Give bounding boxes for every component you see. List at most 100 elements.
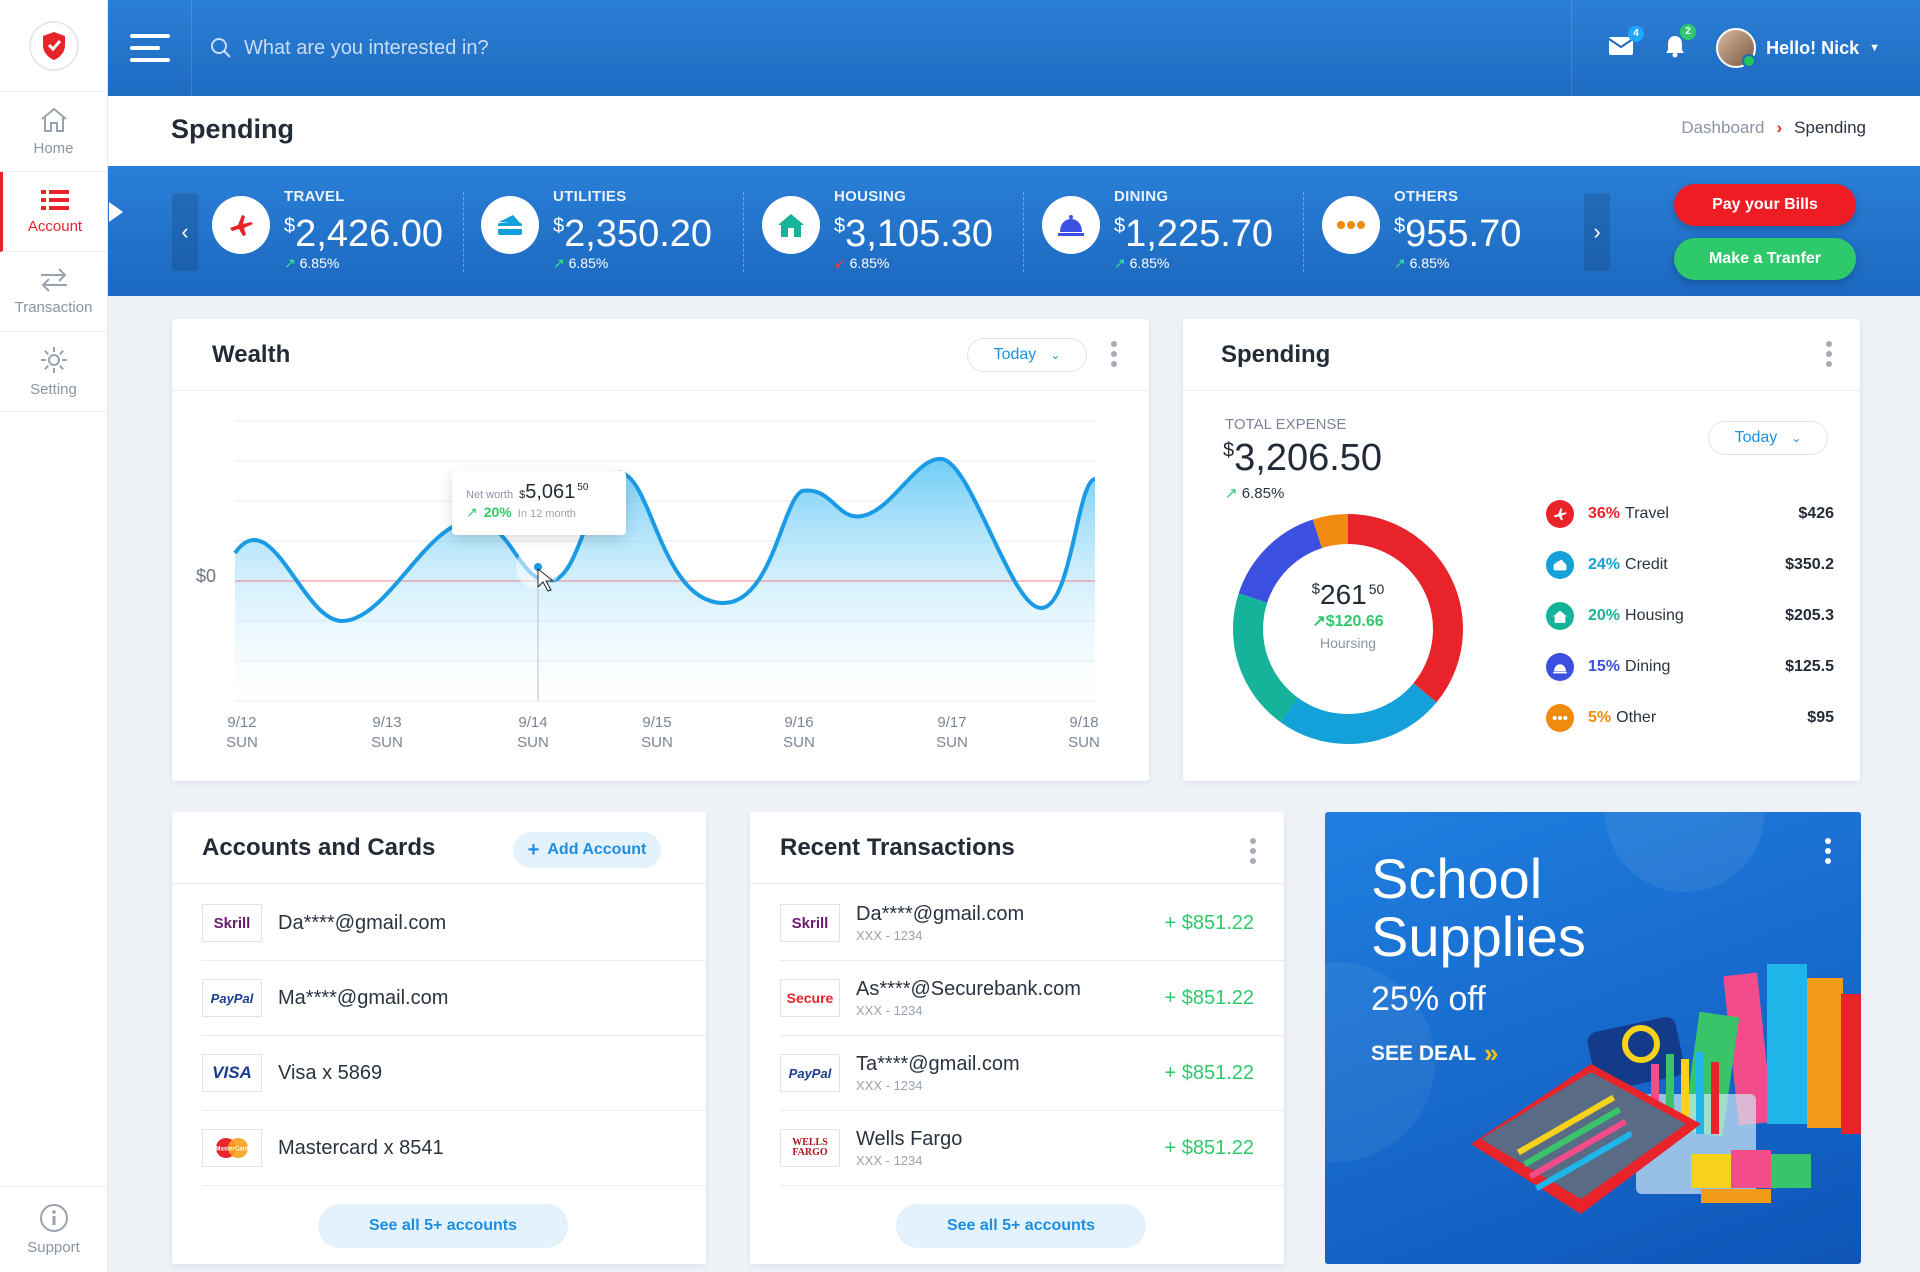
app-logo[interactable] xyxy=(0,0,107,92)
account-row[interactable]: Skrill Da****@gmail.com xyxy=(202,886,706,961)
legend-pct: 24% xyxy=(1588,556,1621,573)
legend-item-credit[interactable]: 24% Credit $350.2 xyxy=(1546,551,1834,579)
promo-discount: 25% off xyxy=(1371,980,1486,1018)
svg-text:MasterCard: MasterCard xyxy=(215,1147,248,1153)
stat-change: 6.85% xyxy=(1129,255,1170,271)
wealth-card-header: Wealth Today ⌄ xyxy=(172,319,1149,391)
house-icon xyxy=(1546,602,1574,630)
mail-icon xyxy=(1608,36,1634,55)
make-transfer-button[interactable]: Make a Tranfer xyxy=(1674,238,1856,280)
legend-item-travel[interactable]: 36% Travel $426 xyxy=(1546,500,1834,528)
breadcrumb-dashboard[interactable]: Dashboard xyxy=(1681,118,1765,137)
legend-item-dining[interactable]: 15% Dining $125.5 xyxy=(1546,653,1834,681)
arrow-up-icon: ↗ xyxy=(466,504,478,520)
sidebar-item-account[interactable]: Account xyxy=(0,172,123,252)
account-row[interactable]: MasterCard Mastercard x 8541 xyxy=(202,1111,706,1186)
stat-currency: $ xyxy=(834,215,846,237)
promo-banner[interactable]: School Supplies 25% off SEE DEAL » xyxy=(1325,812,1861,1264)
stat-dining[interactable]: DINING $1,225.70 ↗ 6.85% xyxy=(1042,188,1273,274)
see-all-transactions-button[interactable]: See all 5+ accounts xyxy=(896,1204,1146,1248)
wealth-period-select[interactable]: Today ⌄ xyxy=(967,338,1087,372)
legend-item-housing[interactable]: 20% Housing $205.3 xyxy=(1546,602,1834,630)
spending-card-header: Spending xyxy=(1183,319,1860,391)
chevron-right-icon: › xyxy=(1776,118,1783,137)
skrill-logo: Skrill xyxy=(202,904,262,942)
stat-label: DINING xyxy=(1114,188,1169,205)
mail-button[interactable]: 4 xyxy=(1608,25,1645,61)
stat-others[interactable]: OTHERS $955.70 ↗ 6.85% xyxy=(1322,188,1521,274)
wealth-area xyxy=(235,458,1095,701)
x-tick: 9/12 SUN xyxy=(226,714,258,751)
menu-toggle-icon[interactable] xyxy=(108,0,192,96)
legend-name: Travel xyxy=(1625,505,1669,522)
hover-point[interactable] xyxy=(534,563,542,571)
pay-bills-button[interactable]: Pay your Bills xyxy=(1674,184,1856,226)
transaction-name: Ta****@gmail.com xyxy=(856,1053,1020,1075)
stat-amount: 955.70 xyxy=(1405,213,1522,255)
stats-prev-button[interactable]: ‹ xyxy=(172,193,198,271)
tooltip-currency: $ xyxy=(519,489,526,501)
total-currency: $ xyxy=(1223,439,1235,462)
stats-next-button[interactable]: › xyxy=(1584,193,1610,271)
notification-button[interactable]: 2 xyxy=(1664,23,1697,63)
stat-change: 6.85% xyxy=(299,255,340,271)
account-name: Ma****@gmail.com xyxy=(278,986,449,1009)
transaction-name: Wells Fargo xyxy=(856,1128,963,1150)
donut-segment-housing[interactable] xyxy=(1233,514,1463,744)
sidebar-item-label: Account xyxy=(27,218,83,235)
legend-pct: 36% xyxy=(1588,505,1621,522)
donut-segment-credit[interactable] xyxy=(1233,514,1463,744)
sidebar-item-label: Home xyxy=(33,140,74,157)
wealth-card: Wealth Today ⌄ $0 Net worth xyxy=(172,319,1149,781)
transaction-row[interactable]: WELLS FARGO Wells Fargo XXX - 1234 + $851… xyxy=(780,1111,1284,1186)
transaction-row[interactable]: Secure As****@Securebank.com XXX - 1234 +… xyxy=(780,961,1284,1036)
donut-center: $261 50 ↗$120.66 Hoursing xyxy=(1228,579,1468,651)
spending-period-select[interactable]: Today ⌄ xyxy=(1708,421,1828,455)
legend-item-other[interactable]: 5% Other $95 xyxy=(1546,704,1834,732)
transaction-row[interactable]: Skrill Da****@gmail.com XXX - 1234 + $851… xyxy=(780,886,1284,961)
spending-more-icon[interactable] xyxy=(1826,341,1832,367)
legend-value: $95 xyxy=(1807,709,1834,726)
account-row[interactable]: PayPal Ma****@gmail.com xyxy=(202,961,706,1036)
see-deal-link[interactable]: SEE DEAL » xyxy=(1371,1038,1499,1068)
skrill-logo: Skrill xyxy=(780,904,840,942)
chevron-left-icon: ‹ xyxy=(181,219,189,244)
sidebar-item-transaction[interactable]: Transaction xyxy=(0,252,107,332)
arrow-up-icon: ↗ xyxy=(1312,613,1326,630)
stat-travel[interactable]: TRAVEL $2,426.00 ↗ 6.85% xyxy=(212,188,443,274)
transaction-row[interactable]: PayPal Ta****@gmail.com XXX - 1234 + $851… xyxy=(780,1036,1284,1111)
add-account-button[interactable]: + Add Account xyxy=(513,832,661,868)
stat-utilities[interactable]: UTILITIES $2,350.20 ↗ 6.85% xyxy=(481,188,712,274)
see-all-accounts-button[interactable]: See all 5+ accounts xyxy=(318,1204,568,1248)
spending-donut xyxy=(1233,514,1463,744)
x-tick: 9/14 SUN xyxy=(517,714,549,751)
cursor-hand-icon xyxy=(537,567,555,592)
transactions-more-icon[interactable] xyxy=(1250,838,1256,864)
page-header: Spending Dashboard › Spending xyxy=(108,96,1920,166)
transactions-title: Recent Transactions xyxy=(780,833,1015,861)
account-row[interactable]: VISA Visa x 5869 xyxy=(202,1036,706,1111)
sidebar-item-support[interactable]: Support xyxy=(0,1186,107,1272)
gear-icon xyxy=(40,347,67,373)
page-title: Spending xyxy=(171,114,294,144)
search-input[interactable]: What are you interested in? xyxy=(244,36,489,59)
user-menu[interactable]: Hello! Nick ▼ xyxy=(1716,28,1880,68)
transaction-name: As****@Securebank.com xyxy=(856,978,1081,1000)
promo-more-icon[interactable] xyxy=(1825,838,1831,864)
stat-housing[interactable]: HOUSING $3,105.30 ↙ 6.85% xyxy=(762,188,993,274)
transaction-amount: + $851.22 xyxy=(1164,1061,1254,1084)
chevron-down-icon: ⌄ xyxy=(1050,348,1061,362)
sidebar-item-home[interactable]: Home xyxy=(0,92,107,172)
total-expense-label: TOTAL EXPENSE xyxy=(1225,416,1347,433)
legend-value: $125.5 xyxy=(1785,658,1834,675)
plus-icon: + xyxy=(527,838,540,861)
sidebar-item-setting[interactable]: Setting xyxy=(0,332,107,412)
top-bar: What are you interested in? 4 2 Hello! N… xyxy=(108,0,1920,96)
period-value: Today xyxy=(993,346,1037,363)
tooltip-change: 20% xyxy=(483,504,512,520)
arrow-up-icon: ↗ xyxy=(1225,485,1238,502)
donut-segment-other[interactable] xyxy=(1233,514,1463,744)
wealth-more-icon[interactable] xyxy=(1111,341,1117,367)
securebank-logo: Secure xyxy=(780,979,840,1017)
search-bar[interactable]: What are you interested in? xyxy=(210,37,1571,60)
